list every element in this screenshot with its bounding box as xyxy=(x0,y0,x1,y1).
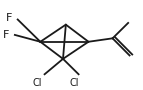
Text: Cl: Cl xyxy=(33,78,42,88)
Text: F: F xyxy=(3,30,9,40)
Text: F: F xyxy=(6,13,12,23)
Text: Cl: Cl xyxy=(70,78,79,88)
